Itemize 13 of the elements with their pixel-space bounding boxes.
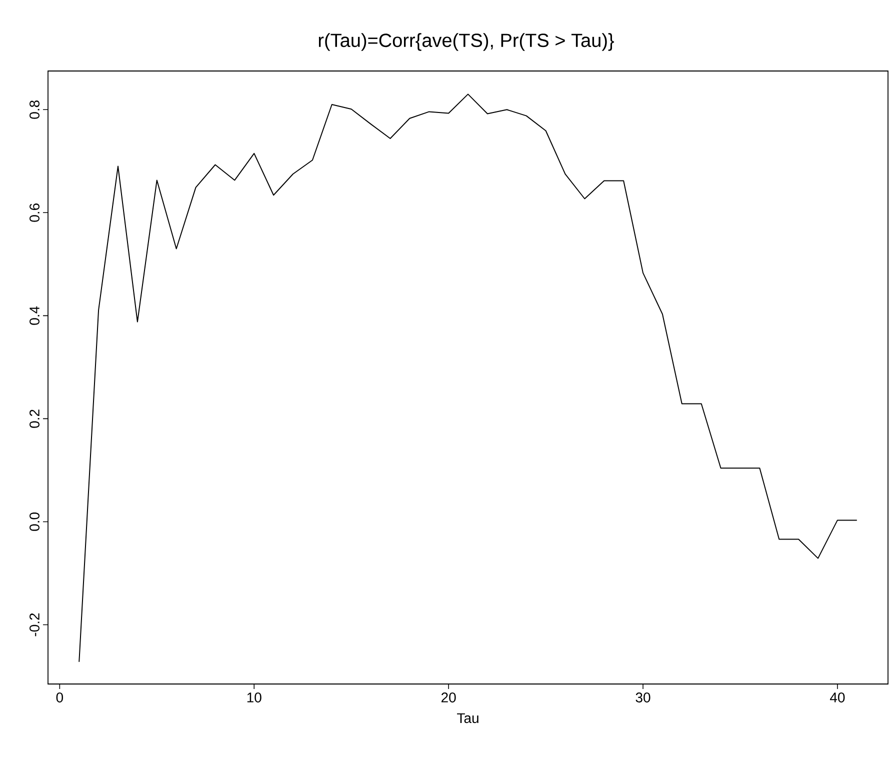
chart-title: r(Tau)=Corr{ave(TS), Pr(TS > Tau)} — [318, 33, 614, 51]
y-tick-label: 0.6 — [30, 204, 40, 222]
x-tick-label: 30 — [636, 692, 650, 702]
y-tick-label: 0.2 — [30, 410, 40, 428]
y-tick-label: 0.0 — [30, 512, 40, 531]
y-tick-label: -0.2 — [30, 613, 40, 636]
x-tick-label: 10 — [247, 692, 262, 702]
x-tick-label: 40 — [830, 692, 845, 702]
x-axis-title: Tau — [457, 713, 478, 724]
y-tick-label: 0.8 — [30, 100, 40, 119]
x-tick-label: 20 — [441, 692, 456, 702]
y-tick-label: 0.4 — [30, 306, 40, 325]
x-tick-label: 0 — [56, 692, 64, 702]
